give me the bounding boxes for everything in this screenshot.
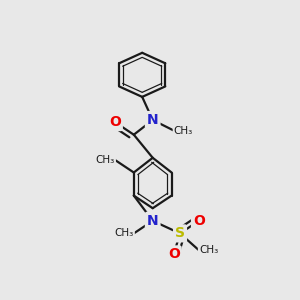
Text: CH₃: CH₃ — [96, 155, 115, 165]
Text: N: N — [147, 214, 158, 228]
Text: O: O — [109, 115, 121, 129]
Text: O: O — [168, 248, 180, 261]
Text: CH₃: CH₃ — [115, 228, 134, 239]
Text: CH₃: CH₃ — [199, 245, 218, 255]
Text: N: N — [147, 113, 158, 127]
Text: S: S — [175, 226, 185, 240]
Text: O: O — [193, 214, 205, 228]
Text: CH₃: CH₃ — [174, 125, 193, 136]
